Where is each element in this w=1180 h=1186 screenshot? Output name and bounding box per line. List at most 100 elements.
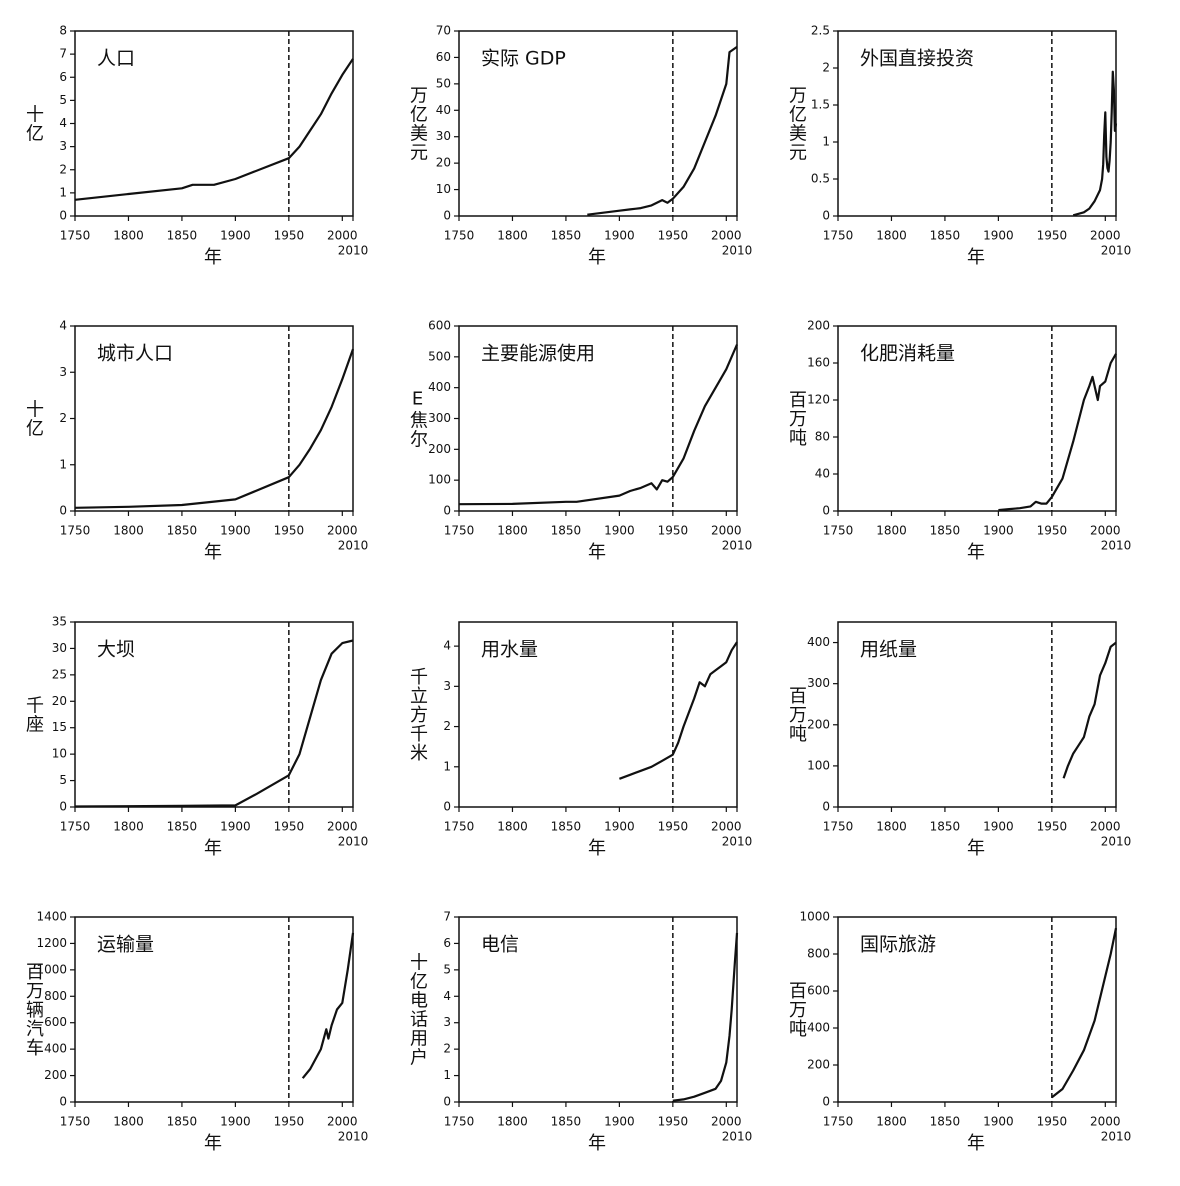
y-tick-label: 0	[59, 1095, 67, 1109]
y-tick-label: 0	[443, 800, 451, 814]
y-tick-label: 3	[59, 365, 67, 379]
x-tick-label: 1950	[274, 820, 305, 834]
y-tick-label: 40	[815, 467, 830, 481]
x-tick-label: 1750	[823, 820, 854, 834]
x-tick-label: 1800	[113, 820, 144, 834]
y-tick-label: 10	[436, 182, 451, 196]
data-line	[1062, 641, 1117, 779]
x-axis-label: 年	[967, 247, 985, 268]
x-tick-label: 1750	[444, 820, 475, 834]
y-tick-label: 0.5	[811, 172, 830, 186]
y-tick-label: 1	[443, 1068, 451, 1082]
y-tick-label: 400	[44, 1042, 67, 1056]
y-tick-label: 800	[44, 989, 67, 1003]
y-tick-label: 400	[428, 380, 451, 394]
x-axis-label: 年	[588, 1133, 606, 1154]
x-tick-label: 2010	[1101, 835, 1132, 849]
x-tick-label: 1800	[497, 229, 528, 243]
x-tick-label: 1950	[658, 820, 689, 834]
panel-title: 化肥消耗量	[860, 343, 955, 365]
y-tick-label: 0	[822, 1095, 830, 1109]
y-tick-label: 7	[59, 47, 67, 61]
y-tick-label: 4	[443, 989, 451, 1003]
data-line	[998, 353, 1117, 512]
panel-title: 用水量	[481, 639, 538, 661]
panel-title: 用纸量	[860, 639, 917, 661]
x-tick-label: 1850	[167, 524, 198, 538]
y-tick-label: 4	[59, 319, 67, 333]
x-tick-label: 1900	[983, 1115, 1014, 1129]
x-tick-label: 1900	[220, 524, 251, 538]
y-tick-label: 50	[436, 76, 451, 90]
y-tick-label: 0	[822, 800, 830, 814]
y-tick-label: 800	[807, 947, 830, 961]
y-tick-label: 6	[59, 70, 67, 84]
y-tick-label: 200	[807, 319, 830, 333]
plot-frame	[837, 916, 1117, 1103]
y-tick-label: 0	[59, 209, 67, 223]
plot-frame	[458, 621, 738, 808]
y-tick-label: 5	[59, 773, 67, 787]
x-tick-label: 1950	[274, 524, 305, 538]
plot-frame	[458, 916, 738, 1103]
x-tick-label: 1750	[444, 524, 475, 538]
x-tick-label: 1950	[1037, 524, 1068, 538]
plot-frame	[74, 621, 354, 808]
x-axis-label: 年	[588, 247, 606, 268]
data-line	[619, 641, 738, 780]
y-tick-label: 3	[443, 679, 451, 693]
y-axis-label: E焦尔	[407, 389, 428, 449]
x-axis-label: 年	[967, 1133, 985, 1154]
y-tick-label: 2.5	[811, 24, 830, 38]
x-tick-label: 1800	[876, 820, 907, 834]
y-tick-label: 5	[443, 962, 451, 976]
x-tick-label: 2010	[338, 244, 369, 258]
x-tick-label: 1750	[60, 820, 91, 834]
y-tick-label: 8	[59, 24, 67, 38]
y-tick-label: 2	[822, 61, 830, 75]
data-line	[458, 344, 739, 506]
data-line	[672, 932, 739, 1102]
x-tick-label: 2010	[1101, 244, 1132, 258]
x-tick-label: 2010	[1101, 1130, 1132, 1144]
x-tick-label: 1750	[60, 524, 91, 538]
y-tick-label: 1000	[36, 962, 67, 976]
x-tick-label: 1950	[1037, 1115, 1068, 1129]
x-tick-label: 2010	[722, 835, 753, 849]
panel-title: 城市人口	[97, 343, 173, 365]
panel-title: 主要能源使用	[481, 343, 595, 365]
y-tick-label: 1	[822, 135, 830, 149]
y-tick-label: 200	[807, 1058, 830, 1072]
x-tick-label: 1900	[983, 229, 1014, 243]
y-tick-label: 120	[807, 393, 830, 407]
y-tick-label: 7	[443, 910, 451, 924]
data-line	[587, 45, 738, 216]
y-tick-label: 6	[443, 936, 451, 950]
x-tick-label: 1950	[1037, 229, 1068, 243]
y-tick-label: 400	[807, 1021, 830, 1035]
y-tick-label: 600	[44, 1015, 67, 1029]
x-tick-label: 2000	[711, 820, 742, 834]
x-tick-label: 2000	[1090, 1115, 1121, 1129]
panel-title: 人口	[97, 48, 135, 70]
x-tick-label: 1800	[497, 820, 528, 834]
y-tick-label: 200	[807, 717, 830, 731]
y-axis-label: 百万吨	[786, 686, 807, 743]
y-axis-label: 百万辆汽车	[23, 962, 44, 1057]
y-axis-label: 十亿	[23, 104, 44, 142]
x-axis-label: 年	[204, 838, 222, 859]
y-tick-label: 600	[807, 984, 830, 998]
x-tick-label: 1850	[167, 820, 198, 834]
x-tick-label: 1750	[823, 1115, 854, 1129]
x-tick-label: 1850	[930, 1115, 961, 1129]
y-tick-label: 35	[52, 615, 67, 629]
x-tick-label: 1800	[497, 1115, 528, 1129]
plot-frame	[837, 621, 1117, 808]
data-line	[301, 932, 355, 1079]
y-axis-label: 万亿美元	[786, 86, 807, 162]
y-tick-label: 10	[52, 747, 67, 761]
panel-title: 实际 GDP	[481, 48, 566, 70]
y-tick-label: 300	[807, 676, 830, 690]
x-tick-label: 2000	[327, 229, 358, 243]
